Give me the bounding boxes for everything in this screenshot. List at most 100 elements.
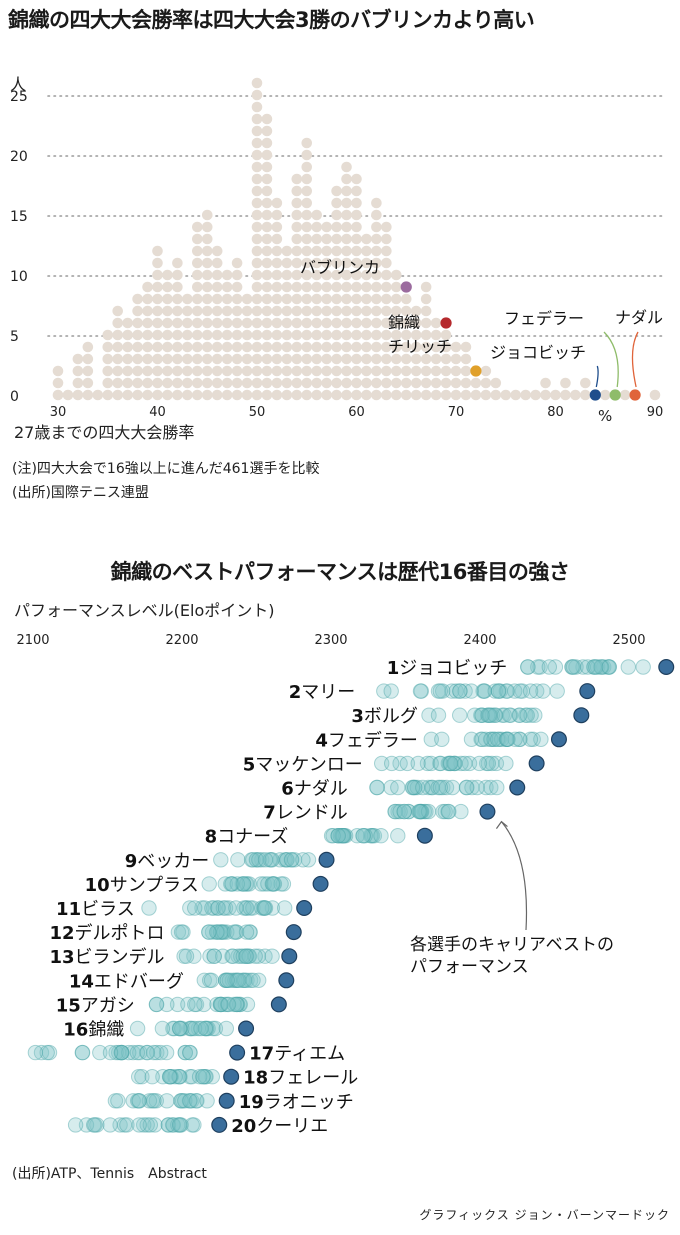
best-performance-dot (211, 1116, 228, 1133)
player-dot (580, 389, 591, 401)
performance-dot (219, 972, 235, 988)
player-dot (400, 341, 412, 353)
performance-dot (224, 876, 240, 892)
player-dot (192, 221, 203, 233)
performance-dot (488, 755, 505, 772)
performance-dot (532, 659, 548, 675)
player-label: 19ラオニッチ (239, 1092, 354, 1113)
performance-dot (430, 707, 447, 723)
performance-dot (593, 659, 609, 675)
performance-dot (474, 707, 490, 723)
performance-dot (89, 1117, 105, 1133)
performance-dot (144, 1093, 161, 1109)
player-dot (430, 353, 442, 365)
player-dot (420, 341, 432, 353)
player-dot (271, 389, 283, 401)
player-dot (311, 305, 323, 317)
player-dot (251, 341, 263, 353)
performance-dot (414, 803, 430, 820)
performance-dot (177, 1044, 194, 1061)
performance-dot (195, 1069, 211, 1085)
performance-dot (518, 707, 534, 723)
performance-dot (213, 996, 229, 1013)
highlight-label: 錦織 (388, 313, 420, 332)
player-dot (271, 209, 283, 221)
player-dot (52, 377, 64, 389)
performance-dot (494, 731, 510, 748)
player-dot (152, 329, 163, 341)
player-dot (301, 317, 313, 329)
performance-dot (160, 1117, 176, 1133)
player-dot (560, 377, 571, 389)
player-dot (281, 257, 293, 269)
x-axis-label: パフォーマンスレベル(Eloポイント) (14, 601, 275, 620)
player-label: 10サンプラス (85, 875, 199, 896)
player-dot (361, 305, 372, 317)
performance-dot (475, 683, 491, 699)
player-dot (261, 329, 273, 341)
player-dot (132, 317, 143, 329)
performance-dot (131, 1069, 147, 1085)
player-dot (211, 389, 223, 401)
performance-dot (248, 852, 265, 868)
player-dot (201, 389, 213, 401)
player-dot (291, 377, 303, 389)
player-dot (142, 293, 153, 305)
player-dot (371, 341, 382, 353)
performance-dot (260, 876, 276, 892)
player-dot (351, 389, 362, 401)
performance-dot (420, 779, 437, 796)
player-dot (381, 329, 392, 341)
performance-dot (113, 1044, 130, 1061)
performance-dot (279, 852, 295, 868)
performance-dot (228, 924, 245, 940)
player-dot (649, 389, 661, 401)
player-dot (251, 293, 263, 305)
performance-dot (182, 1093, 198, 1109)
performance-dot (575, 659, 591, 675)
performance-dot (488, 707, 504, 723)
performance-dot (162, 1069, 178, 1085)
performance-dot (564, 659, 580, 675)
player-dot (400, 365, 412, 377)
performance-dot (201, 924, 217, 940)
performance-dot (498, 731, 515, 748)
player-dot (301, 257, 313, 269)
performance-dot (374, 755, 390, 772)
player-label: 14エドバーグ (69, 971, 184, 992)
player-dot (231, 269, 243, 281)
player-dot (331, 233, 342, 245)
performance-dot (207, 1020, 224, 1037)
performance-dot (498, 755, 514, 772)
player-dot (221, 281, 233, 293)
y-tick-label: 10 (10, 269, 28, 285)
performance-dot (489, 779, 505, 796)
player-dot (391, 317, 402, 329)
player-dot (152, 353, 163, 365)
player-dot (251, 329, 263, 341)
player-dot (560, 389, 571, 401)
player-dot (201, 233, 213, 245)
player-dot (231, 389, 243, 401)
player-dot (321, 269, 332, 281)
player-dot (371, 353, 382, 365)
performance-dot (242, 924, 258, 940)
player-dot (162, 317, 173, 329)
performance-dot (238, 900, 254, 916)
player-dot (331, 329, 342, 341)
player-dot (391, 305, 402, 317)
performance-dot (256, 900, 272, 916)
performance-dot (189, 1093, 205, 1109)
performance-dot (418, 803, 434, 820)
player-dot (410, 389, 422, 401)
player-dot (261, 233, 273, 245)
player-dot (351, 245, 362, 257)
player-dot (271, 257, 283, 269)
performance-dot (242, 924, 258, 940)
player-dot (271, 353, 283, 365)
player-dot (192, 293, 203, 305)
performance-dot (200, 1020, 216, 1037)
player-dot (142, 281, 153, 293)
best-performance-dot (579, 683, 596, 700)
performance-dot (197, 1020, 214, 1037)
